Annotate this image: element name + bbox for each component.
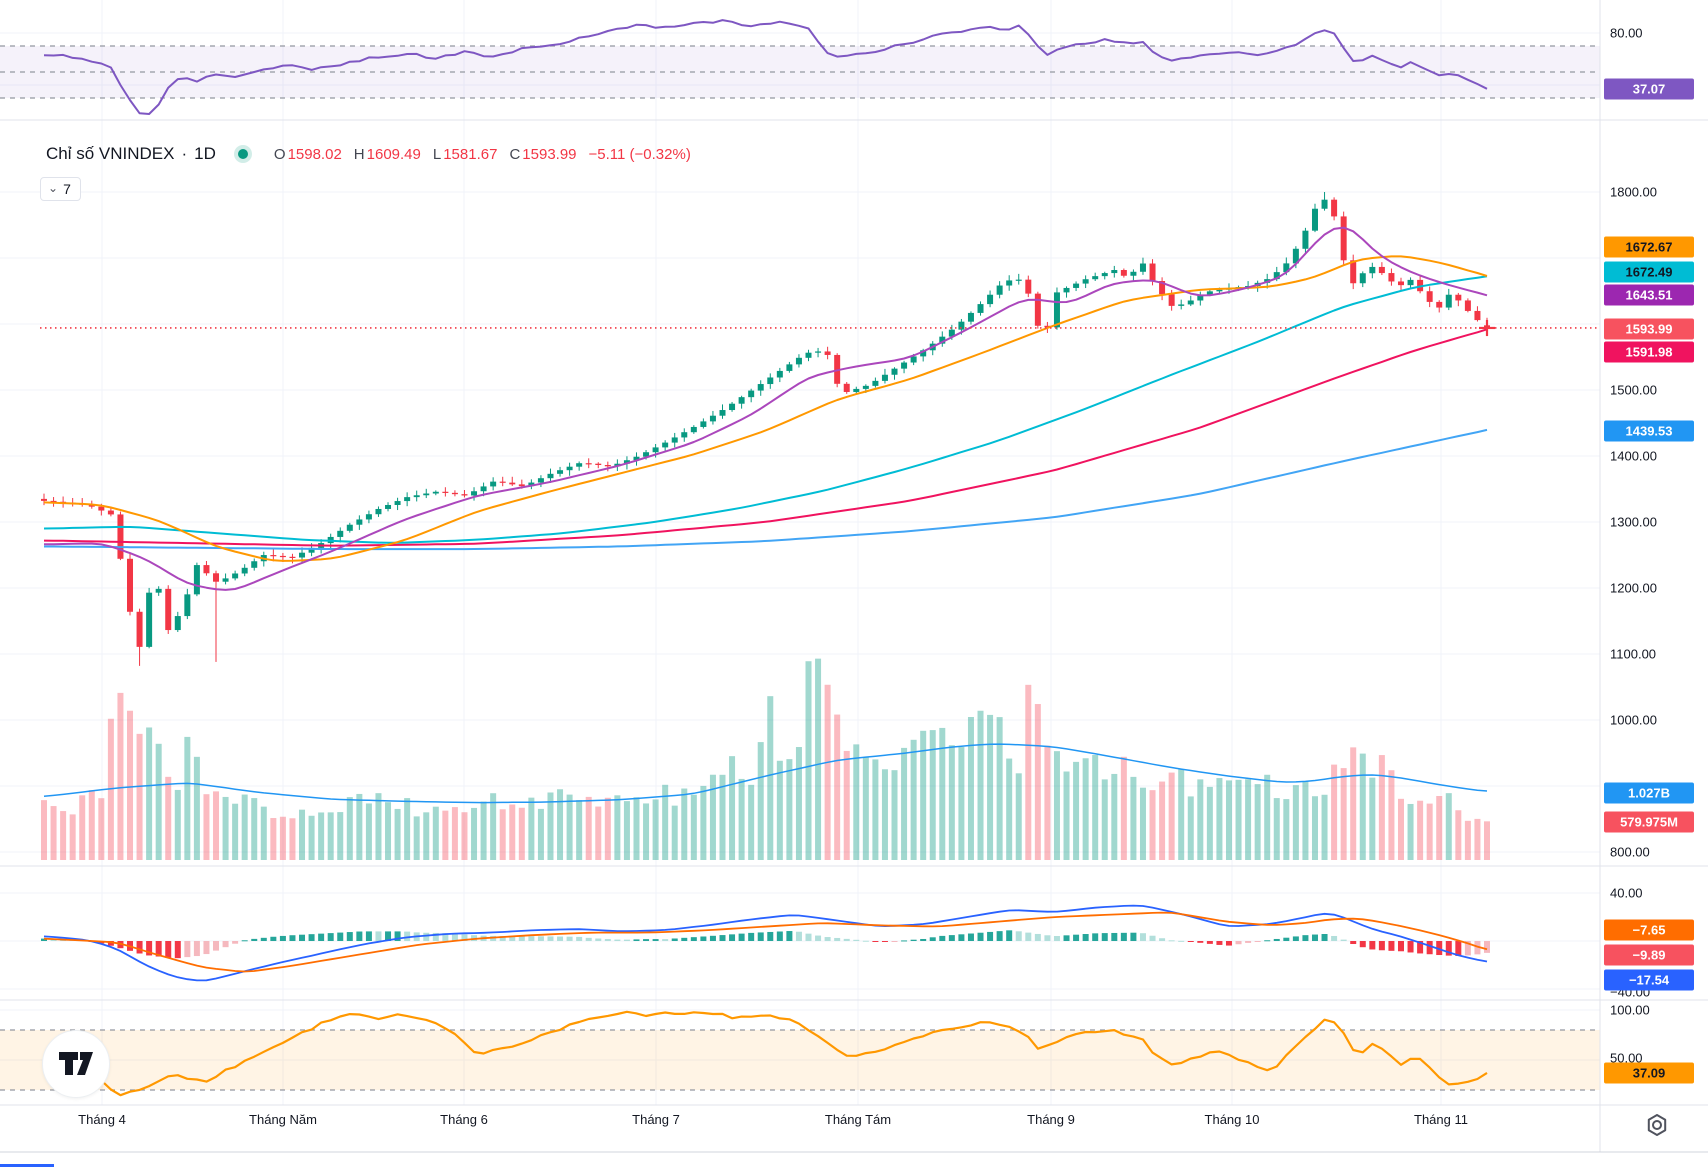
- time-axis-label: Tháng 4: [78, 1112, 126, 1127]
- time-axis-label: Tháng 10: [1204, 1112, 1260, 1127]
- price-axis-badge: −7.65: [1604, 919, 1694, 941]
- price-axis-label: 1200.00: [1610, 580, 1657, 596]
- low-value: 1581.67: [443, 145, 498, 163]
- price-axis-badge: 579.975M: [1604, 811, 1694, 833]
- symbol-name[interactable]: Chỉ số VNINDEX: [46, 144, 175, 163]
- price-axis-badge: 1643.51: [1604, 284, 1694, 306]
- price-axis-label: 40.00: [1610, 885, 1643, 901]
- price-axis-badge: 1439.53: [1604, 420, 1694, 442]
- high-value: 1609.49: [366, 145, 421, 163]
- price-axis-label: 100.00: [1610, 1002, 1650, 1018]
- price-axis-label: 80.00: [1610, 25, 1643, 41]
- price-axis-badge: 37.09: [1604, 1062, 1694, 1084]
- time-axis-label: Tháng 9: [1027, 1112, 1075, 1127]
- price-axis-badge: −9.89: [1604, 944, 1694, 966]
- low-label: L: [432, 145, 442, 163]
- close-value: 1593.99: [522, 145, 577, 163]
- time-axis-label: Tháng Tám: [824, 1112, 892, 1127]
- price-axis-label: 1300.00: [1610, 514, 1657, 530]
- market-status-dot-icon: [237, 149, 248, 159]
- price-axis-label: 1500.00: [1610, 382, 1657, 398]
- chevron-down-icon: ⌄: [48, 181, 59, 195]
- price-axis-label: 1000.00: [1610, 712, 1657, 728]
- time-axis-label: Tháng 6: [440, 1112, 488, 1127]
- price-axis-label: 50.00: [1610, 1050, 1643, 1066]
- tradingview-logo[interactable]: [42, 1030, 110, 1098]
- price-axis-badge: 1593.99: [1604, 318, 1694, 340]
- change-value: −5.11 (−0.32%): [588, 145, 691, 163]
- time-axis-label: Tháng Năm: [249, 1112, 317, 1127]
- timeframe-label[interactable]: 1D: [194, 144, 216, 163]
- tradingview-logo-icon: [59, 1052, 93, 1075]
- settings-gear-button[interactable]: [1644, 1112, 1670, 1138]
- title-separator: ·: [181, 144, 188, 163]
- price-axis-badge: −17.54: [1604, 969, 1694, 991]
- high-label: H: [353, 145, 365, 163]
- gear-icon: [1647, 1114, 1667, 1136]
- indicator-count: 7: [63, 181, 71, 197]
- price-axis-label: 1100.00: [1610, 646, 1657, 662]
- price-axis-label: 1800.00: [1610, 184, 1657, 200]
- open-label: O: [273, 145, 286, 163]
- price-axis-badge: 37.07: [1604, 78, 1694, 100]
- time-axis-label: Tháng 11: [1414, 1112, 1468, 1127]
- time-axis-label: Tháng 7: [632, 1112, 680, 1127]
- price-axis-badge: 1591.98: [1604, 341, 1694, 363]
- legend-collapse-button[interactable]: ⌄ 7: [40, 177, 81, 201]
- price-axis-badge: 1.027B: [1604, 782, 1694, 804]
- price-axis-badge: 1672.67: [1604, 236, 1694, 258]
- price-axis-label: 800.00: [1610, 844, 1650, 860]
- close-label: C: [509, 145, 521, 163]
- price-axis-label: 1400.00: [1610, 448, 1657, 464]
- ohlc-readout: O 1598.02 H 1609.49 L 1581.67 C 1593.99 −5.1…: [274, 146, 691, 163]
- open-value: 1598.02: [287, 145, 342, 163]
- price-axis-badge: 1672.49: [1604, 261, 1694, 283]
